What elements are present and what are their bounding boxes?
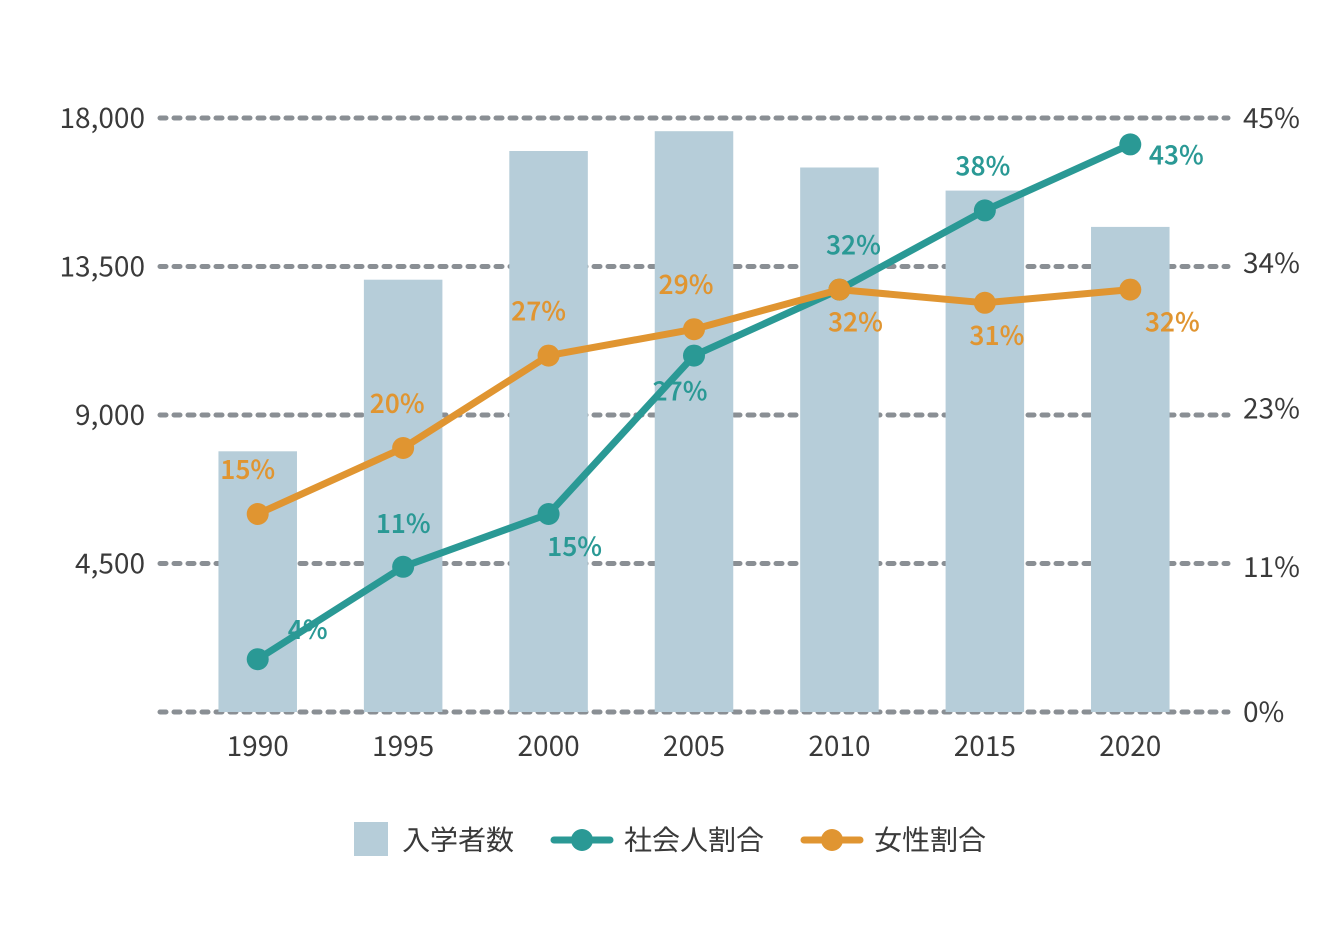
series-point-label: 32% [1145, 303, 1200, 340]
y-left-tick-label: 13,500 [60, 246, 145, 286]
series-marker [392, 437, 414, 459]
y-left-tick-label: 18,000 [60, 97, 145, 137]
x-tick-label: 2005 [663, 725, 725, 765]
combo-chart: 4,500 9,000 13,500 18,000 0% 11% 23% 34% 45% 1990… [0, 0, 1340, 948]
bar [509, 151, 588, 712]
series-point-label: 43% [1149, 135, 1204, 172]
series-marker [538, 345, 560, 367]
series-marker [247, 503, 269, 525]
series-marker [538, 503, 560, 525]
series-point-label: 32% [828, 303, 883, 340]
x-tick-label: 1990 [227, 725, 289, 765]
chart-svg: 4,500 9,000 13,500 18,000 0% 11% 23% 34% 45% 1990… [0, 0, 1340, 948]
series-marker [247, 648, 269, 670]
series-point-label: 31% [969, 316, 1024, 353]
series-point-label: 4% [288, 610, 328, 647]
bar [655, 131, 734, 712]
y-right-tick-label: 45% [1243, 97, 1300, 137]
series-point-label: 29% [659, 265, 714, 302]
y-right-tick-label: 23% [1243, 387, 1300, 427]
series-point-label: 20% [370, 384, 425, 421]
series-point-label: 27% [653, 372, 708, 409]
legend-swatch-marker [821, 829, 843, 851]
x-tick-label: 2020 [1099, 725, 1161, 765]
series-marker [1119, 279, 1141, 301]
bar [218, 451, 297, 712]
y-right-tick-label: 34% [1243, 242, 1300, 282]
series-marker [828, 279, 850, 301]
legend-label: 入学者数 [402, 819, 514, 859]
y-left-tick-label: 9,000 [75, 394, 145, 434]
y-right-tick-label: 11% [1243, 546, 1300, 586]
y-left-tick-label: 4,500 [75, 543, 145, 583]
series-point-label: 27% [511, 292, 566, 329]
x-tick-label: 2000 [517, 725, 579, 765]
bar [364, 280, 443, 712]
series-marker [392, 556, 414, 578]
series-point-label: 32% [826, 226, 881, 263]
legend-label: 女性割合 [874, 819, 986, 859]
legend-swatch-marker [571, 829, 593, 851]
legend-swatch-bar [354, 822, 388, 856]
series-point-label: 15% [547, 527, 602, 564]
series-marker [683, 345, 705, 367]
series-marker [683, 318, 705, 340]
x-tick-label: 2010 [808, 725, 870, 765]
bar [946, 191, 1025, 712]
series-marker [1119, 133, 1141, 155]
y-right-tick-label: 0% [1243, 691, 1284, 731]
series-point-label: 11% [376, 504, 431, 541]
x-tick-label: 2015 [954, 725, 1016, 765]
series-point-label: 15% [220, 450, 275, 487]
series-marker [974, 199, 996, 221]
x-tick-label: 1995 [372, 725, 434, 765]
legend-label: 社会人割合 [624, 819, 764, 859]
series-point-label: 38% [955, 146, 1010, 183]
series-marker [974, 292, 996, 314]
